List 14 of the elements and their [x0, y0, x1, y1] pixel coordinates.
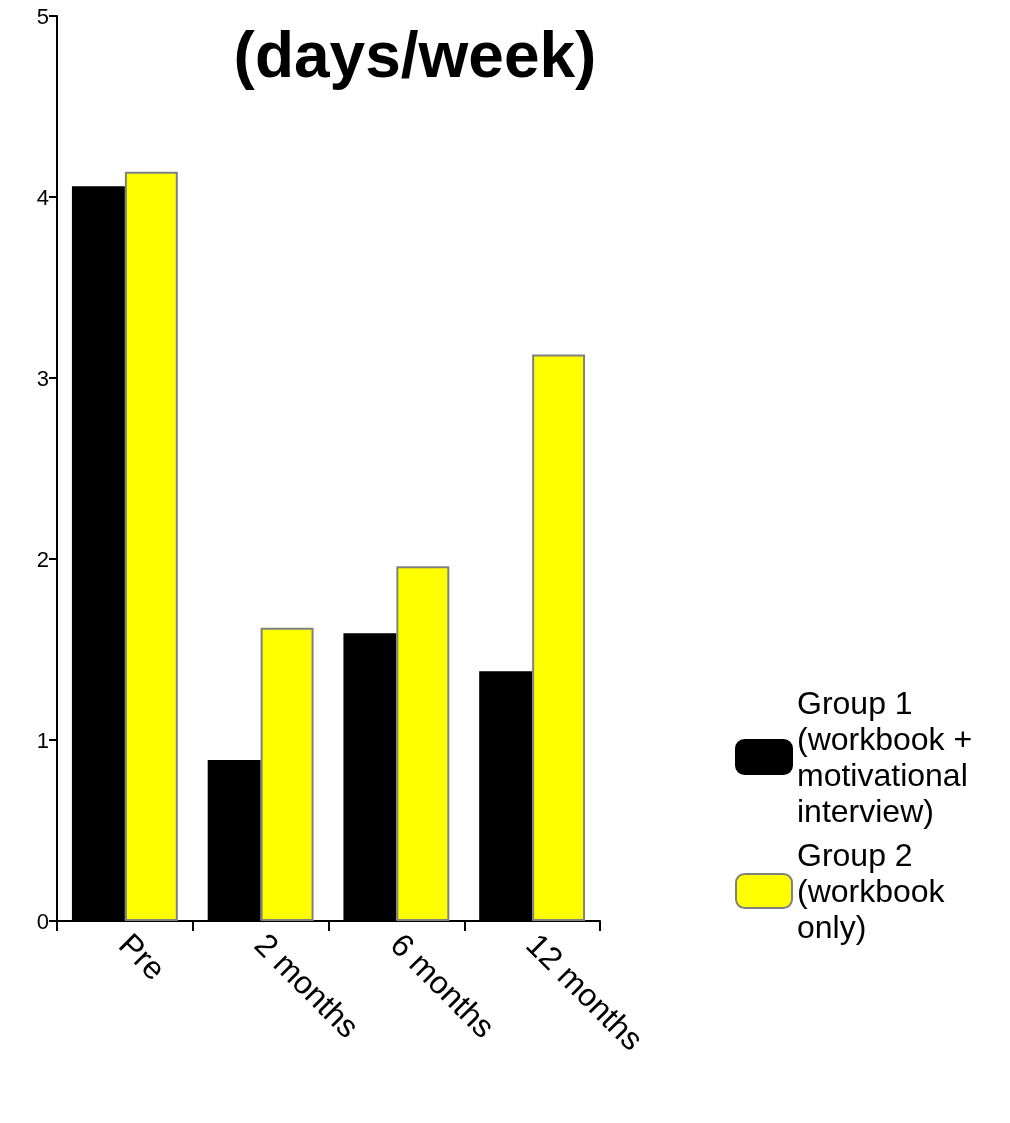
y-tick-label: 4	[36, 184, 49, 210]
y-tick-label: 1	[36, 727, 49, 753]
bar	[396, 566, 450, 921]
x-tick-label: Pre	[112, 926, 173, 987]
y-tick-label: 3	[36, 365, 49, 391]
bar	[532, 354, 586, 921]
legend-label: Group 2 (workbook only)	[797, 837, 954, 945]
bar	[124, 171, 178, 921]
bar	[260, 627, 314, 921]
y-tick-label: 0	[36, 908, 49, 934]
chart-title: (days/week)	[233, 19, 597, 91]
y-tick-label: 5	[36, 3, 49, 29]
legend-label: Group 1 (workbook + motivational interview)	[797, 685, 982, 829]
y-tick-label: 2	[36, 546, 49, 572]
